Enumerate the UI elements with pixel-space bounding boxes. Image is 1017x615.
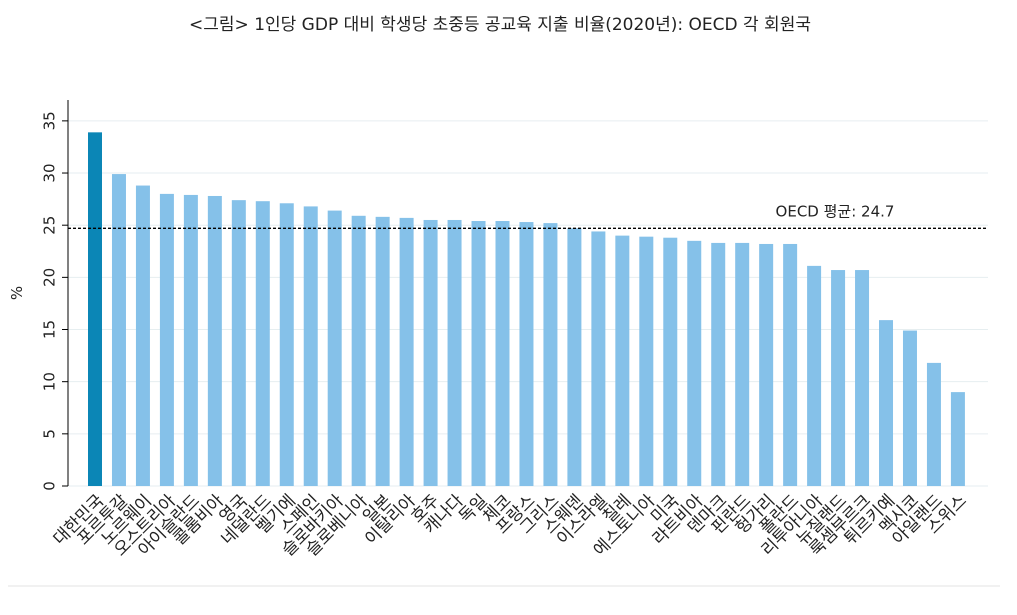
- bar: [831, 270, 846, 486]
- bar: [879, 320, 894, 486]
- bar: [807, 265, 822, 486]
- bar: [111, 174, 126, 487]
- bar: [855, 270, 870, 486]
- bar: [663, 237, 678, 486]
- bar: [447, 219, 462, 487]
- bar: [183, 194, 198, 487]
- bar: [135, 185, 150, 486]
- bar: [423, 219, 438, 487]
- bar: [207, 195, 222, 486]
- bar: [399, 217, 414, 487]
- bar: [159, 193, 174, 486]
- bar: [279, 203, 294, 487]
- bar: [88, 132, 102, 486]
- bar: [543, 223, 558, 486]
- bar: [351, 215, 366, 487]
- bar: [926, 362, 941, 486]
- bar: [231, 200, 246, 486]
- y-tick-label: 20: [41, 268, 59, 287]
- bar: [495, 221, 510, 486]
- bar: [735, 242, 750, 486]
- bar: [255, 201, 270, 487]
- average-label: OECD 평균: 24.7: [776, 202, 895, 220]
- bar: [639, 236, 654, 486]
- bar: [687, 240, 702, 486]
- bar: [567, 228, 582, 487]
- bar: [327, 210, 342, 486]
- chart-title: <그림> 1인당 GDP 대비 학생당 초중등 공교육 지출 비율(2020년)…: [189, 15, 811, 35]
- bar: [519, 222, 534, 487]
- bar: [711, 242, 726, 486]
- bar: [783, 243, 798, 486]
- bar: [902, 330, 917, 486]
- y-tick-label: 0: [41, 481, 59, 491]
- y-tick-label: 25: [41, 216, 59, 235]
- bar: [471, 221, 486, 486]
- bar: [759, 243, 774, 486]
- y-tick-label: 10: [41, 372, 59, 391]
- bar: [615, 235, 630, 486]
- bar: [375, 216, 390, 486]
- bar: [591, 231, 606, 486]
- y-axis-label: %: [8, 286, 26, 300]
- y-tick-label: 15: [41, 320, 59, 339]
- y-tick-label: 5: [41, 429, 59, 439]
- bar: [950, 392, 965, 486]
- y-tick-label: 35: [41, 111, 59, 130]
- bar: [303, 206, 318, 486]
- y-tick-label: 30: [41, 163, 59, 182]
